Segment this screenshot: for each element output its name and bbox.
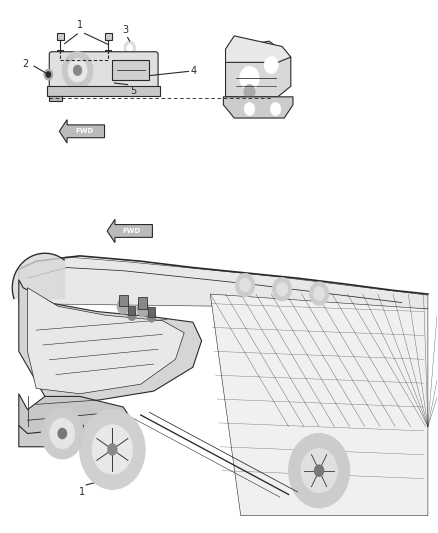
Circle shape (107, 443, 117, 455)
Polygon shape (226, 41, 291, 97)
FancyBboxPatch shape (113, 60, 149, 80)
Circle shape (127, 310, 136, 320)
Bar (119, 295, 127, 306)
Polygon shape (226, 36, 291, 62)
Bar (148, 308, 155, 317)
Circle shape (244, 103, 254, 115)
Polygon shape (19, 280, 201, 402)
Bar (138, 297, 147, 309)
Circle shape (127, 44, 133, 52)
Polygon shape (210, 294, 428, 516)
Text: 6: 6 (53, 313, 59, 324)
Circle shape (276, 282, 288, 296)
Circle shape (314, 465, 324, 476)
Circle shape (289, 433, 350, 508)
Text: 4: 4 (92, 459, 98, 470)
Text: 3: 3 (122, 26, 128, 35)
Text: FWD: FWD (123, 228, 141, 234)
Circle shape (44, 69, 53, 80)
Circle shape (147, 312, 156, 322)
Text: FWD: FWD (75, 128, 93, 134)
Polygon shape (59, 119, 105, 143)
Bar (105, 50, 111, 55)
Circle shape (117, 299, 129, 314)
Circle shape (137, 302, 149, 317)
FancyBboxPatch shape (49, 52, 158, 89)
Bar (47, 86, 160, 96)
Text: 1: 1 (79, 487, 85, 497)
Circle shape (50, 418, 75, 449)
Circle shape (80, 410, 145, 489)
Circle shape (240, 67, 259, 90)
Circle shape (240, 278, 251, 292)
Circle shape (264, 56, 278, 74)
Circle shape (46, 72, 50, 77)
Polygon shape (19, 257, 428, 309)
Bar (105, 33, 112, 39)
Circle shape (236, 273, 254, 297)
Bar (49, 96, 62, 101)
Polygon shape (223, 97, 293, 118)
Circle shape (314, 287, 325, 301)
Circle shape (310, 282, 328, 305)
Polygon shape (19, 425, 97, 447)
Circle shape (62, 52, 93, 89)
Text: 5: 5 (42, 397, 48, 407)
Bar (57, 50, 63, 55)
Circle shape (58, 429, 67, 439)
Text: 2: 2 (57, 431, 64, 441)
Circle shape (272, 278, 292, 301)
Circle shape (73, 65, 82, 76)
Circle shape (270, 103, 281, 115)
Polygon shape (107, 219, 152, 243)
Text: 4: 4 (191, 67, 197, 76)
Polygon shape (19, 394, 132, 441)
Text: 5: 5 (130, 86, 136, 96)
Circle shape (42, 408, 83, 459)
Polygon shape (28, 288, 184, 394)
Text: 2: 2 (22, 60, 28, 69)
Bar (128, 306, 135, 316)
Circle shape (124, 41, 135, 55)
Circle shape (244, 85, 255, 99)
Circle shape (301, 448, 337, 493)
Circle shape (68, 59, 87, 82)
Circle shape (92, 425, 133, 474)
Bar (57, 33, 64, 39)
Text: 1: 1 (77, 20, 83, 30)
